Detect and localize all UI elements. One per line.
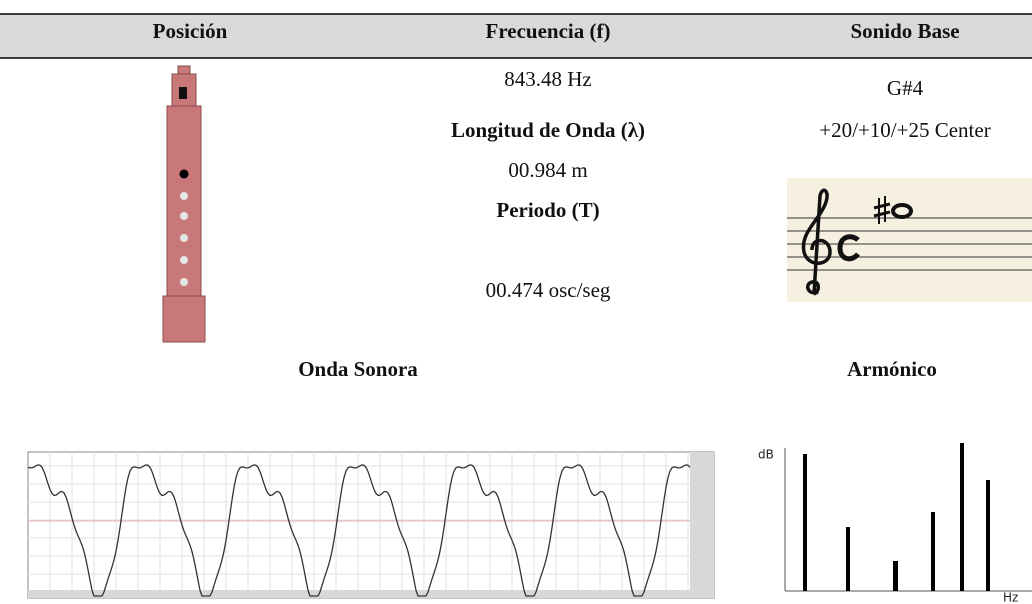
staff: [787, 178, 1032, 302]
period-value: 00.474 osc/seg: [486, 278, 611, 302]
period-label: Periodo (T): [496, 198, 599, 222]
column-header: Sonido Base: [850, 19, 959, 43]
harmonic-chart: [784, 443, 1032, 592]
flute: [162, 65, 206, 343]
column-header: Frecuencia (f): [486, 19, 611, 43]
section-title: Onda Sonora: [298, 357, 418, 381]
x-axis-label: Hz: [1003, 591, 1018, 604]
tuning: +20/+10/+25 Center: [819, 118, 990, 142]
y-axis-label: dB: [758, 448, 774, 462]
wavelength-label: Longitud de Onda (λ): [451, 118, 645, 142]
wave-layout: [27, 464, 691, 597]
wavelength-value: 00.984 m: [508, 158, 587, 182]
waveform: [27, 451, 715, 599]
frequency-value: 843.48 Hz: [504, 67, 592, 91]
header-bg: [0, 14, 1032, 58]
note: G#4: [887, 76, 924, 100]
column-header: Posición: [153, 19, 228, 43]
section-title: Armónico: [847, 357, 937, 381]
